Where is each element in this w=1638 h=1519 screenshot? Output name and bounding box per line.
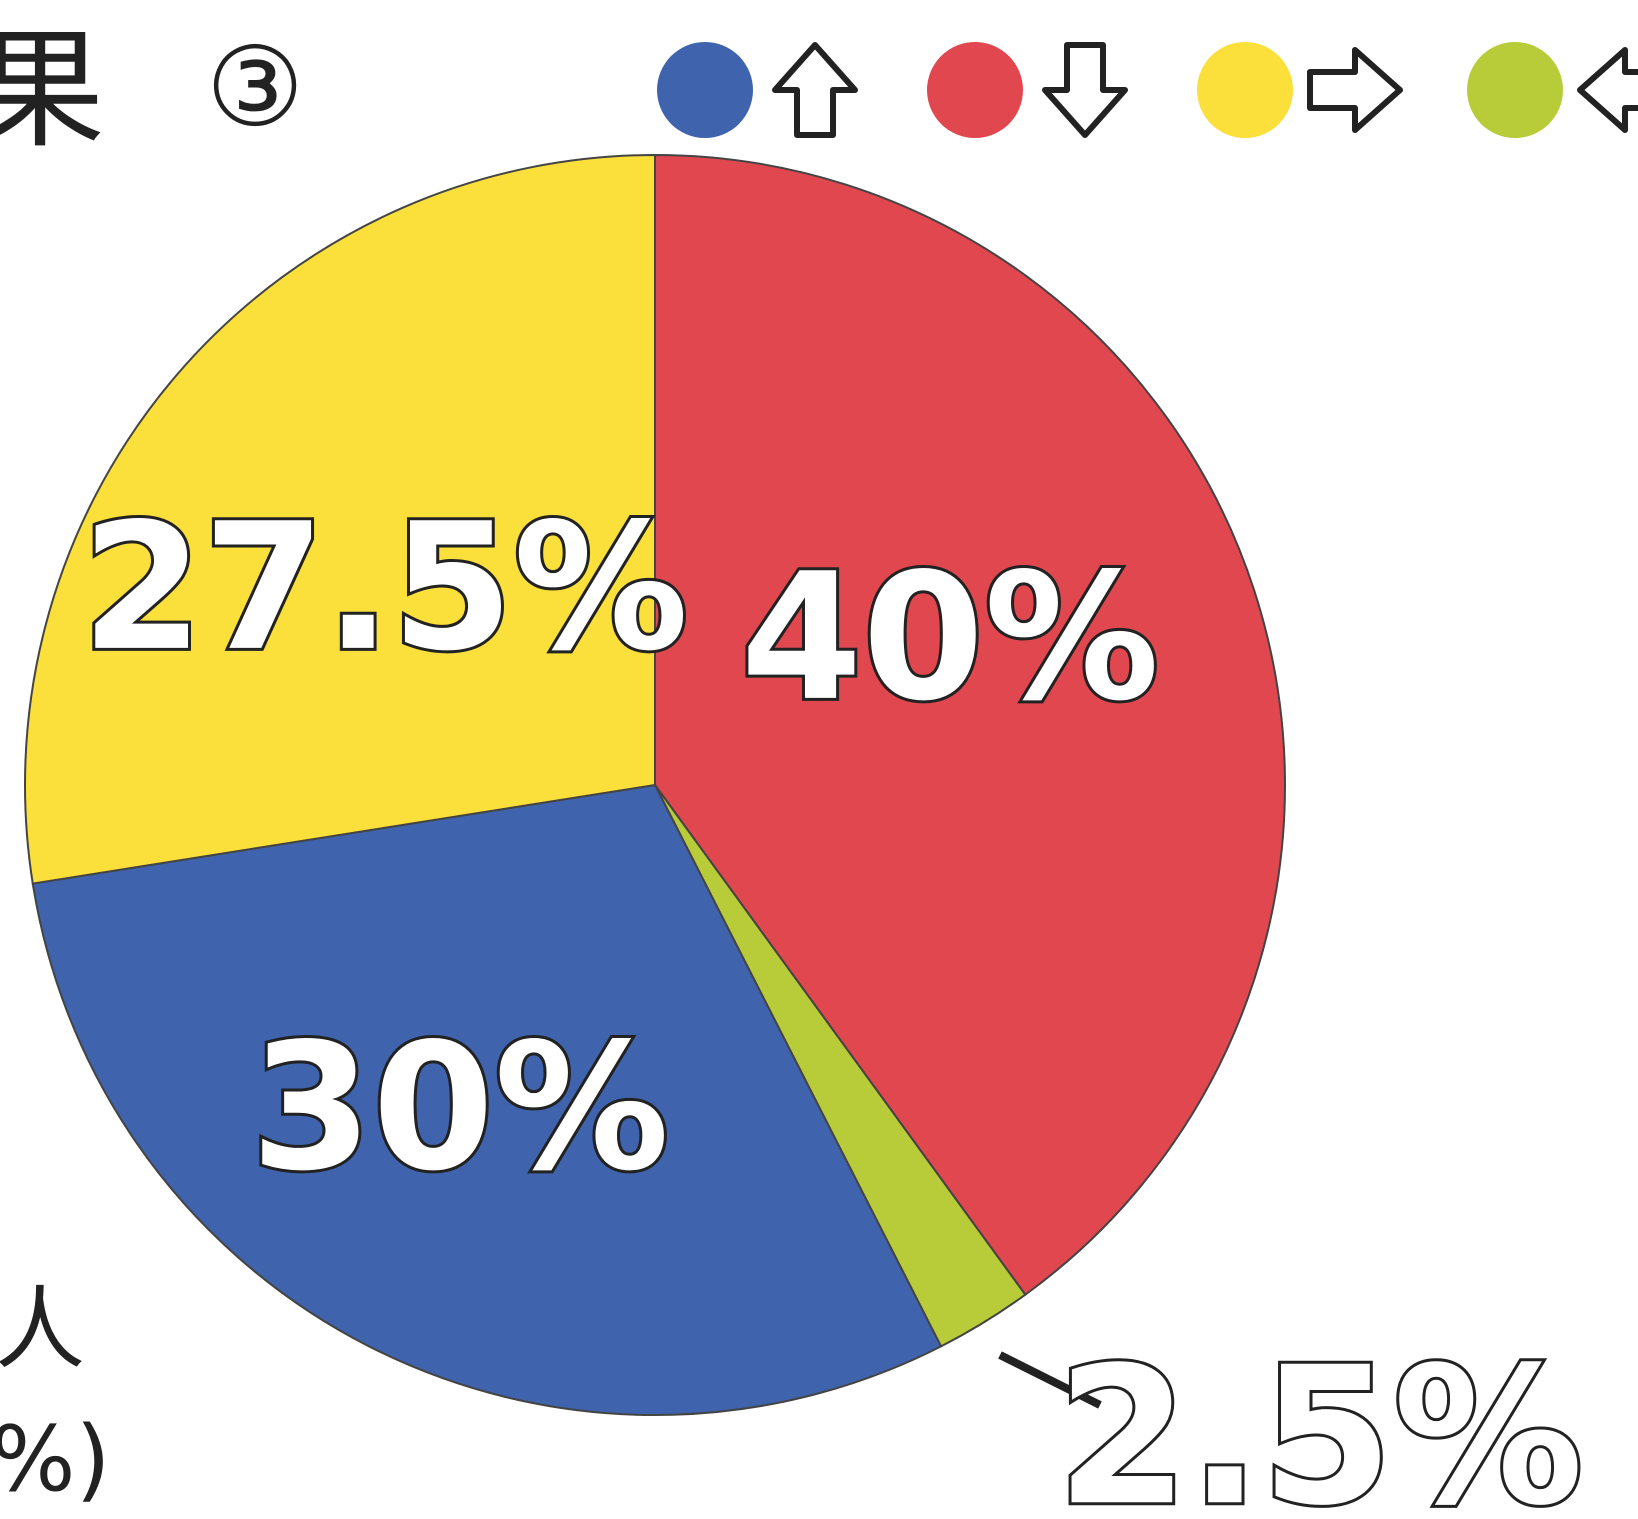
legend-swatch [927, 42, 1023, 138]
legend-swatch [1197, 42, 1293, 138]
value-label: 30% [251, 1007, 670, 1210]
annotation: %) [0, 1407, 111, 1512]
value-label: 40% [741, 537, 1160, 740]
annotation: ③ [206, 23, 305, 151]
chart: 果 ③ 人 %) 40% 2.5% 30% 27.5% [0, 0, 1638, 1519]
legend-arrow [1580, 50, 1638, 130]
legend-swatch [657, 42, 753, 138]
legend [657, 42, 1638, 138]
pie: 40% 2.5% 30% 27.5% [25, 155, 1583, 1519]
value-label: 2.5% [1057, 1326, 1584, 1519]
chart-title: 果 [0, 14, 105, 166]
legend-swatch [1467, 42, 1563, 138]
annotation: 人 [0, 1277, 85, 1382]
value-label: 27.5% [81, 487, 688, 690]
legend-arrow [1045, 45, 1125, 135]
legend-arrow [1310, 50, 1400, 130]
legend-arrow [775, 45, 855, 135]
page: 果 ③ 人 %) 40%2.5%30%27.5% (() => { const … [0, 0, 1638, 1519]
